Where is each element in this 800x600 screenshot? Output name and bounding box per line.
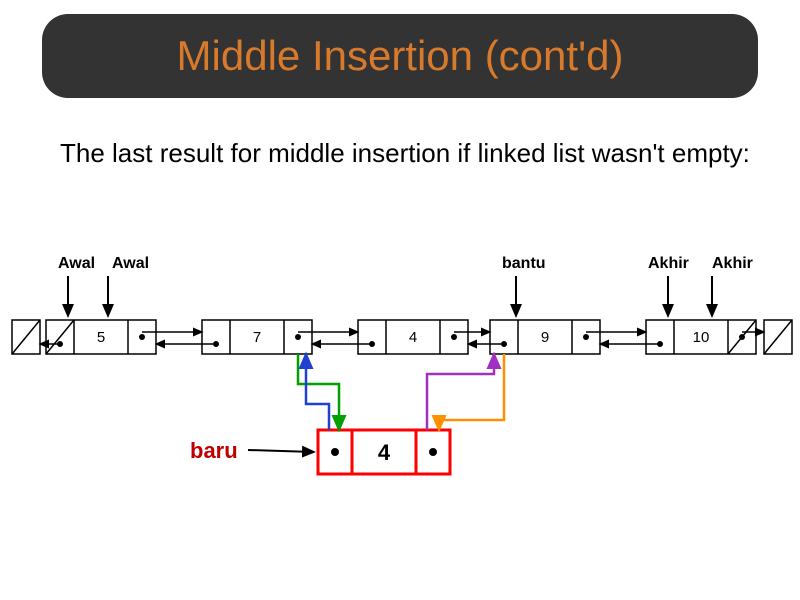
pointer-label: Akhir: [712, 255, 753, 272]
node-value: 5: [97, 329, 105, 346]
pointer-label: Awal: [112, 255, 149, 272]
link-blue: [306, 354, 329, 430]
linked-list-diagram: 5 7 4 9 10 Awal Awal bantu Akhir Akhir 4 baru: [0, 0, 800, 600]
node-value: 10: [693, 329, 710, 346]
pointer-label: Akhir: [648, 255, 689, 272]
link-purple: [427, 354, 494, 430]
baru-label: baru: [190, 438, 238, 463]
pointer-label: bantu: [502, 255, 546, 272]
pointer-label: Awal: [58, 255, 95, 272]
link-green: [298, 354, 339, 430]
baru-value: 4: [378, 440, 391, 465]
node-value: 7: [253, 329, 261, 346]
node-value: 4: [409, 329, 417, 346]
baru-pointer-arrow: [248, 450, 314, 452]
node-value: 9: [541, 329, 549, 346]
